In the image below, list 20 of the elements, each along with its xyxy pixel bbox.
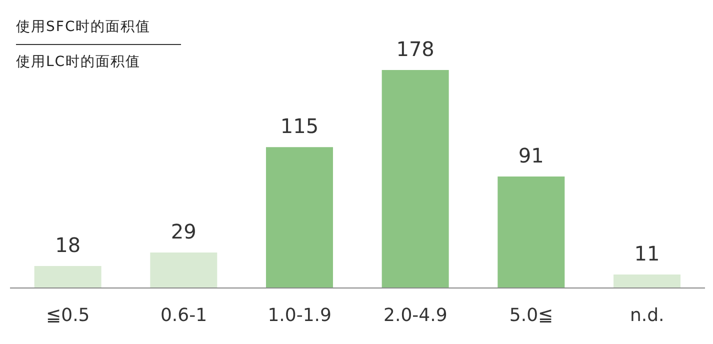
data-label: 18	[55, 232, 81, 257]
data-label: 11	[634, 242, 660, 266]
data-label: 115	[280, 114, 319, 138]
bar	[613, 274, 680, 288]
x-tick-label: 1.0-1.9	[268, 304, 332, 326]
x-tick-label: 5.0≦	[509, 304, 554, 326]
chart-subtitle: 使用LC时的面积值	[16, 53, 142, 71]
x-tick-label: n.d.	[630, 304, 664, 326]
bar	[150, 252, 218, 288]
x-tick-label: 0.6-1	[160, 304, 208, 326]
bar	[498, 176, 565, 288]
x-tick-label: 2.0-4.9	[384, 304, 448, 326]
data-label: 178	[396, 37, 434, 61]
bar	[34, 266, 102, 288]
bar	[382, 70, 449, 288]
data-label: 29	[170, 219, 196, 244]
x-tick-label: ≦0.5	[46, 304, 90, 326]
bar	[266, 147, 333, 288]
data-label: 91	[518, 144, 544, 168]
chart-title: 使用SFC时的面积值	[16, 18, 152, 36]
